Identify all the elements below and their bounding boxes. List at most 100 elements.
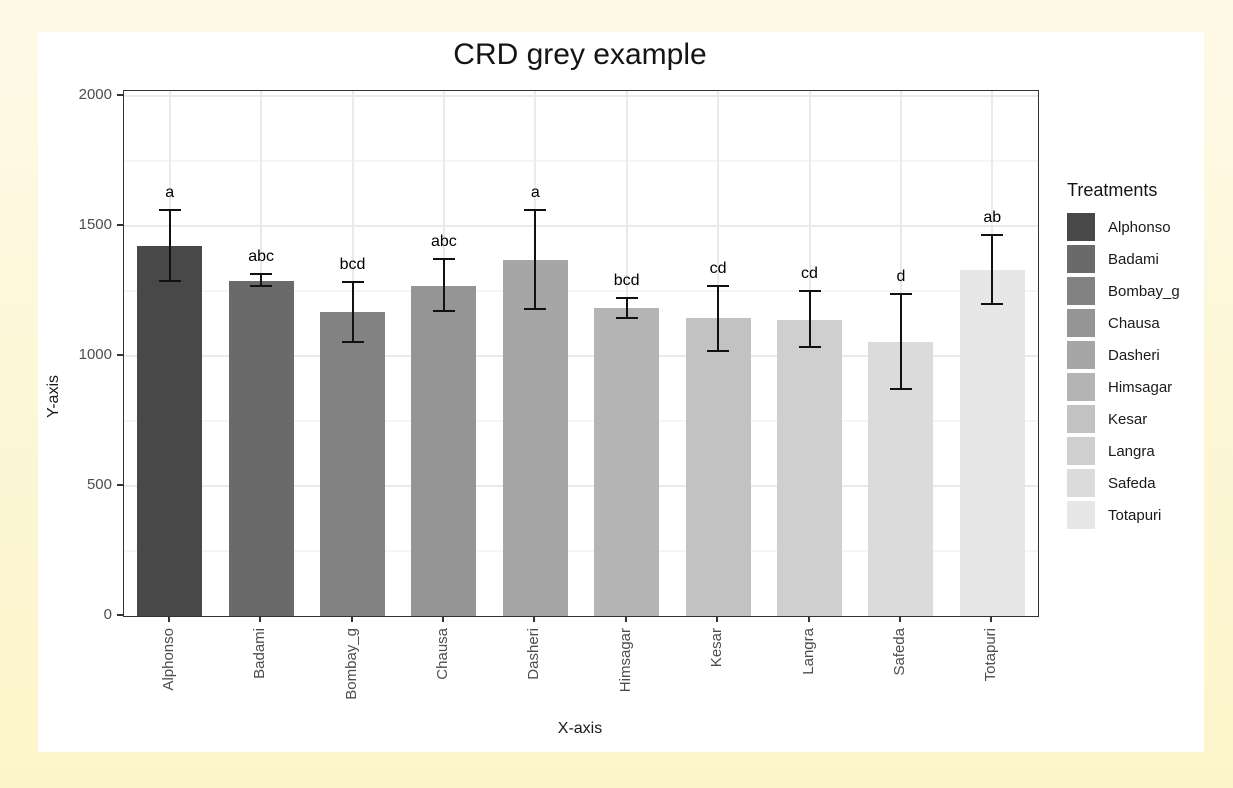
bar-langra: [777, 319, 842, 616]
legend-swatch: [1067, 277, 1095, 305]
error-bar-cap-top: [707, 284, 730, 287]
error-bar-cap-top: [889, 292, 912, 295]
error-bar-cap-top: [432, 258, 455, 261]
y-tick-mark: [117, 224, 123, 226]
bar-totapuri: [959, 270, 1025, 616]
legend-label: Safeda: [1108, 474, 1156, 492]
significance-letter: a: [530, 184, 540, 202]
error-bar-line: [442, 259, 445, 312]
gridline-minor: [124, 550, 1038, 552]
legend-swatch: [1067, 213, 1095, 241]
error-bar-cap-bottom: [341, 340, 364, 343]
y-tick-mark: [117, 354, 123, 356]
chart-title: CRD grey example: [453, 38, 707, 71]
gridline-major: [124, 225, 1038, 227]
x-tick-mark: [533, 616, 536, 622]
legend-label: Badami: [1108, 250, 1159, 268]
y-tick-label: 0: [103, 606, 112, 623]
bar-dasheri: [502, 259, 568, 616]
error-bar-cap-bottom: [158, 279, 181, 282]
x-tick-mark: [441, 616, 444, 622]
x-tick-mark: [624, 616, 627, 622]
legend-item: Himsagar: [1067, 373, 1203, 401]
legend-label: Alphonso: [1108, 218, 1171, 236]
x-axis-title: X-axis: [557, 720, 603, 737]
bar-kesar: [685, 318, 751, 616]
error-bar-cap-top: [798, 290, 821, 292]
legend-swatch: [1067, 501, 1095, 529]
legend-label: Dasheri: [1108, 346, 1160, 364]
x-tick-label: Langra: [799, 628, 817, 675]
y-tick-label: 2000: [78, 86, 112, 103]
gridline-minor: [124, 290, 1038, 292]
error-bar-line: [808, 291, 811, 347]
legend-swatch: [1067, 373, 1095, 401]
legend-label: Totapuri: [1108, 506, 1162, 524]
bar-alphonso: [137, 245, 203, 616]
x-tick-mark: [898, 616, 901, 622]
x-tick-mark: [807, 616, 810, 622]
legend-label: Kesar: [1108, 410, 1148, 428]
y-tick-mark: [117, 94, 123, 96]
error-bar-line: [168, 210, 171, 281]
x-tick-label: Dasheri: [525, 628, 543, 680]
legend-item: Badami: [1067, 245, 1203, 273]
gridline-major: [124, 95, 1038, 97]
significance-letter: abc: [248, 248, 274, 266]
y-tick-mark: [117, 614, 123, 616]
error-bar-line: [260, 274, 263, 287]
gridline-major: [124, 355, 1038, 357]
error-bar-cap-bottom: [707, 349, 730, 352]
legend-swatch: [1067, 437, 1095, 465]
legend: Treatments Alphonso Badami Bombay_g Chausa D…: [1067, 180, 1203, 533]
gridline-minor: [124, 420, 1038, 422]
legend-label: Langra: [1108, 442, 1155, 460]
legend-title: Treatments: [1067, 180, 1158, 200]
error-bar-line: [625, 297, 628, 319]
x-tick-mark: [350, 616, 353, 622]
legend-swatch: [1067, 245, 1095, 273]
error-bar-cap-top: [250, 273, 273, 276]
legend-item: Bombay_g: [1067, 277, 1203, 305]
y-tick-label: 1000: [78, 346, 112, 363]
x-tick-mark: [259, 616, 262, 622]
legend-label: Himsagar: [1108, 378, 1173, 396]
legend-swatch: [1067, 469, 1095, 497]
legend-label: Chausa: [1108, 314, 1160, 332]
error-bar-cap-top: [524, 209, 547, 212]
bar-chausa: [411, 285, 477, 616]
legend-item: Alphonso: [1067, 213, 1203, 241]
gridline-minor: [124, 160, 1038, 162]
legend-item: Kesar: [1067, 405, 1203, 433]
x-tick-label: Kesar: [708, 628, 726, 668]
x-tick-label: Chausa: [433, 628, 451, 680]
error-bar-line: [899, 293, 902, 389]
error-bar-cap-bottom: [250, 285, 273, 288]
significance-letter: ab: [983, 209, 1002, 227]
error-bar-cap-top: [158, 209, 181, 212]
error-bar-cap-top: [981, 234, 1004, 237]
error-bar-cap-bottom: [798, 345, 821, 348]
y-tick-mark: [117, 484, 123, 486]
significance-letter: abc: [430, 233, 457, 251]
y-tick-label: 500: [86, 476, 112, 493]
error-bar-line: [351, 281, 354, 342]
bar-himsagar: [594, 307, 660, 616]
legend-items: Alphonso Badami Bombay_g Chausa Dasheri Himsa…: [1067, 213, 1203, 529]
error-bar-cap-bottom: [981, 303, 1004, 305]
x-tick-label: Safeda: [890, 628, 908, 676]
x-tick-mark: [990, 616, 993, 622]
legend-item: Langra: [1067, 437, 1203, 465]
error-bar-cap-bottom: [889, 387, 912, 390]
x-tick-mark: [167, 616, 170, 622]
significance-letter: cd: [709, 259, 727, 277]
legend-item: Chausa: [1067, 309, 1203, 337]
error-bar-cap-top: [341, 280, 364, 283]
significance-letter: d: [896, 267, 906, 285]
legend-item: Totapuri: [1067, 501, 1203, 529]
gridline-major: [124, 485, 1038, 487]
y-tick-label: 1500: [78, 216, 112, 233]
legend-item: Safeda: [1067, 469, 1203, 497]
y-axis-title: Y-axis: [45, 375, 62, 418]
